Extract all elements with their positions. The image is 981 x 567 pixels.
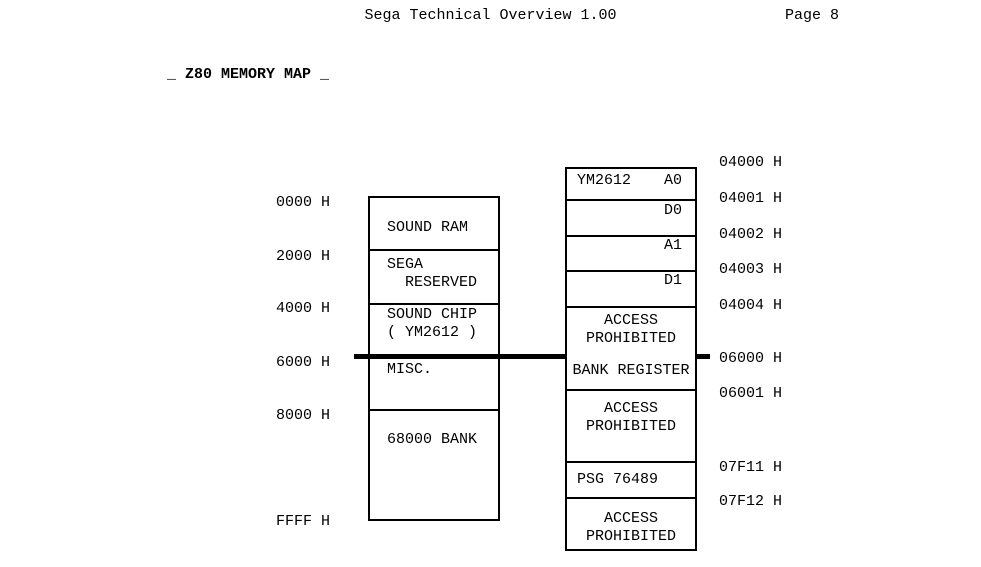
register-a0: A0: [663, 172, 682, 189]
segment-sound-ram: SOUND RAM: [387, 219, 469, 236]
bus-connector-line: [354, 354, 710, 359]
segment-divider: [567, 306, 695, 308]
segment-divider: [567, 199, 695, 201]
z80-addr-6000h: 6000 H: [275, 354, 330, 371]
segment-bank-register: BANK REGISTER: [572, 362, 690, 379]
document-title: Sega Technical Overview 1.00: [364, 7, 617, 24]
segment-68000-bank: 68000 BANK: [387, 431, 478, 448]
register-a1: A1: [663, 237, 682, 254]
segment-divider: [567, 461, 695, 463]
ym2612-chip-label: YM2612: [577, 172, 632, 189]
segment-divider: [370, 303, 498, 305]
segment-divider: [567, 270, 695, 272]
io-addr-07f12h: 07F12 H: [719, 493, 783, 510]
segment-divider: [567, 497, 695, 499]
segment-misc: MISC.: [387, 361, 433, 378]
io-addr-04002h: 04002 H: [719, 226, 783, 243]
segment-divider: [567, 389, 695, 391]
z80-addr-0000h: 0000 H: [275, 194, 330, 211]
section-title: _ Z80 MEMORY MAP _: [167, 66, 330, 83]
z80-addr-2000h: 2000 H: [275, 248, 330, 265]
segment-divider: [370, 409, 498, 411]
register-d0: D0: [663, 202, 682, 219]
io-detail-map-box: YM2612 A0 D0 A1 D1 ACCESS PROHIBITED BAN…: [565, 167, 697, 551]
segment-sound-chip: SOUND CHIP ( YM2612 ): [387, 306, 478, 341]
io-addr-04001h: 04001 H: [719, 190, 783, 207]
z80-addr-ffffh: FFFF H: [275, 513, 330, 530]
z80-addr-4000h: 4000 H: [275, 300, 330, 317]
z80-addr-8000h: 8000 H: [275, 407, 330, 424]
segment-access-prohibited-2: ACCESS PROHIBITED: [585, 400, 676, 435]
segment-sega-reserved: SEGA RESERVED: [387, 256, 478, 291]
io-addr-07f11h: 07F11 H: [719, 459, 783, 476]
io-addr-06000h: 06000 H: [719, 350, 783, 367]
io-addr-04004h: 04004 H: [719, 297, 783, 314]
register-d1: D1: [663, 272, 682, 289]
io-addr-04000h: 04000 H: [719, 154, 783, 171]
segment-access-prohibited-3: ACCESS PROHIBITED: [585, 510, 676, 545]
segment-divider: [370, 249, 498, 251]
segment-access-prohibited-1: ACCESS PROHIBITED: [585, 312, 676, 347]
page-number: Page 8: [785, 7, 840, 24]
segment-psg-76489: PSG 76489: [577, 471, 659, 488]
segment-divider: [567, 235, 695, 237]
io-addr-06001h: 06001 H: [719, 385, 783, 402]
io-addr-04003h: 04003 H: [719, 261, 783, 278]
